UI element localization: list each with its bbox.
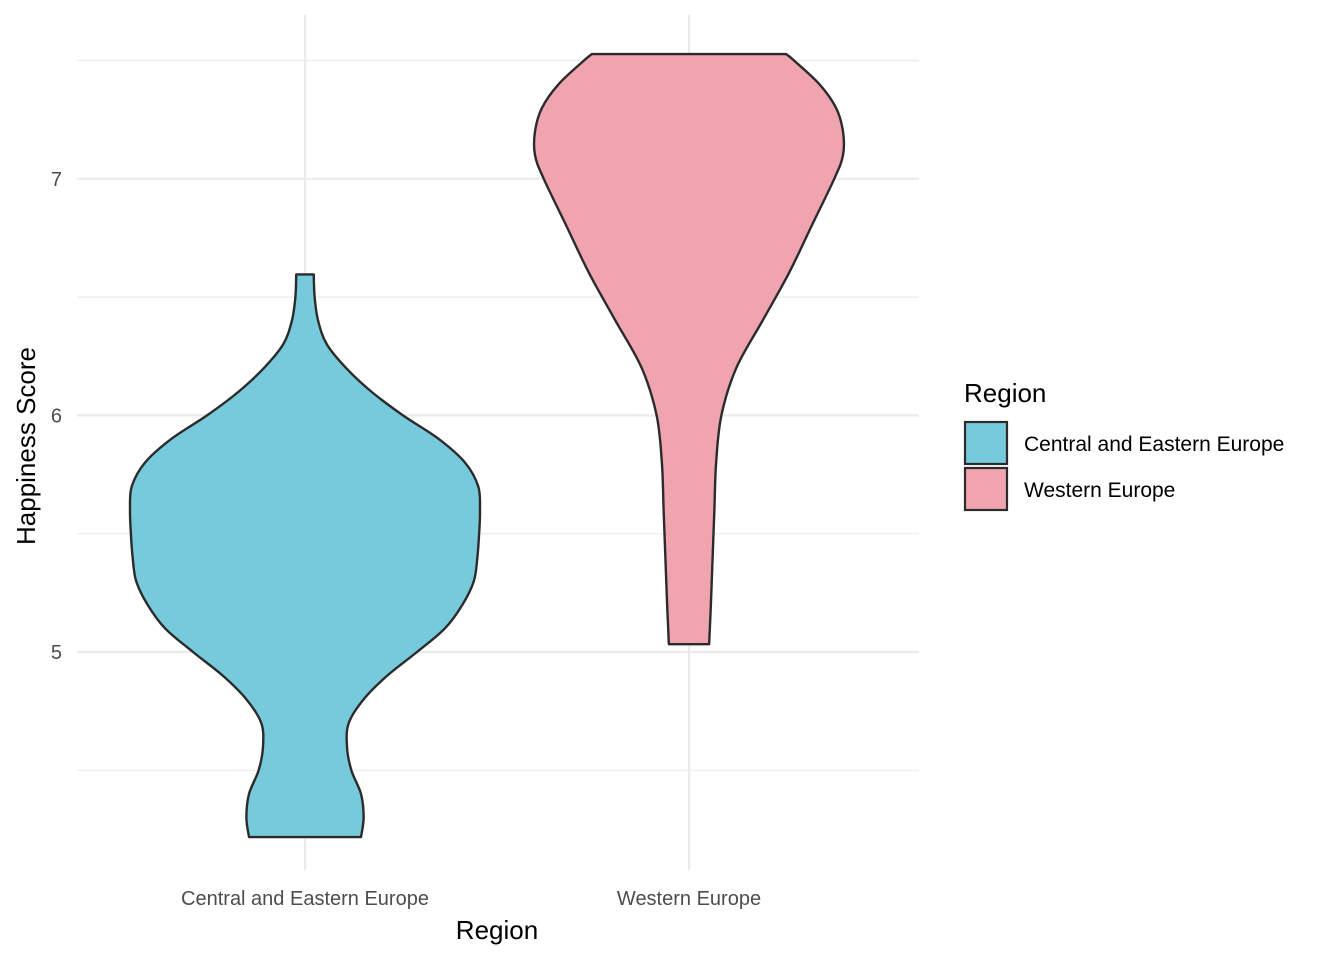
legend-key xyxy=(963,420,1009,466)
violin-central-eastern-europe xyxy=(128,273,482,839)
legend-label: Central and Eastern Europe xyxy=(1024,433,1284,456)
legend: Region Central and Eastern Europe Western… xyxy=(963,378,1284,512)
y-axis-title: Happiness Score xyxy=(11,347,41,545)
x-tick-label: Western Europe xyxy=(617,888,761,910)
violin-western-europe xyxy=(532,52,846,646)
x-axis-title: Region xyxy=(456,915,538,945)
y-tick-label: 6 xyxy=(51,405,62,427)
y-tick-label: 7 xyxy=(51,169,62,191)
violins xyxy=(128,52,846,839)
y-tick-label: 5 xyxy=(51,642,62,664)
legend-entries: Central and Eastern Europe Western Europe xyxy=(963,420,1284,512)
x-tick-label: Central and Eastern Europe xyxy=(181,888,429,910)
legend-label: Western Europe xyxy=(1024,479,1175,502)
legend-title: Region xyxy=(964,378,1046,408)
y-tick-labels: 5 6 7 xyxy=(51,169,62,664)
legend-key xyxy=(963,466,1009,512)
x-tick-labels: Central and Eastern Europe Western Europe xyxy=(181,888,761,910)
